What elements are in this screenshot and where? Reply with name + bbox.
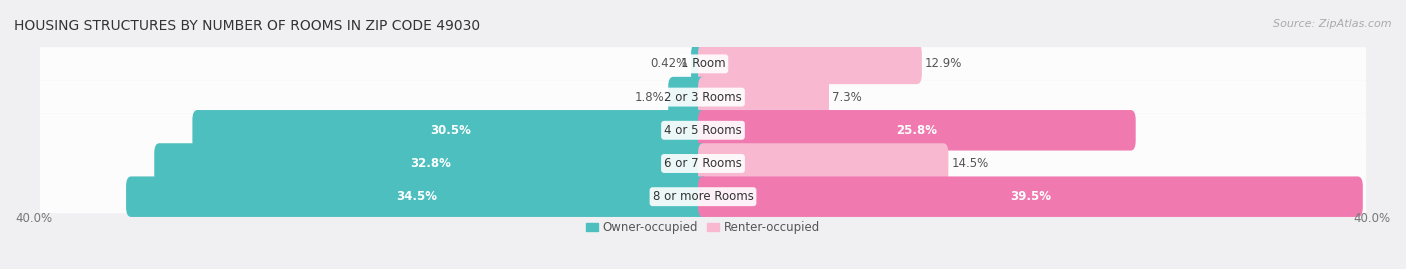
FancyBboxPatch shape (39, 80, 1367, 114)
Text: 2 or 3 Rooms: 2 or 3 Rooms (664, 91, 742, 104)
Text: HOUSING STRUCTURES BY NUMBER OF ROOMS IN ZIP CODE 49030: HOUSING STRUCTURES BY NUMBER OF ROOMS IN… (14, 19, 481, 33)
Text: 0.42%: 0.42% (651, 57, 688, 70)
FancyBboxPatch shape (155, 143, 709, 184)
Text: 1 Room: 1 Room (681, 57, 725, 70)
Text: 14.5%: 14.5% (952, 157, 988, 170)
FancyBboxPatch shape (697, 77, 830, 117)
FancyBboxPatch shape (39, 180, 1367, 213)
Text: 40.0%: 40.0% (15, 212, 52, 225)
FancyBboxPatch shape (697, 110, 1136, 151)
Text: 4 or 5 Rooms: 4 or 5 Rooms (664, 124, 742, 137)
Text: 8 or more Rooms: 8 or more Rooms (652, 190, 754, 203)
FancyBboxPatch shape (697, 176, 1362, 217)
Text: 30.5%: 30.5% (430, 124, 471, 137)
Text: 34.5%: 34.5% (396, 190, 437, 203)
FancyBboxPatch shape (193, 110, 709, 151)
FancyBboxPatch shape (39, 47, 1367, 80)
Text: 32.8%: 32.8% (411, 157, 451, 170)
Text: 7.3%: 7.3% (832, 91, 862, 104)
Text: 40.0%: 40.0% (1354, 212, 1391, 225)
Legend: Owner-occupied, Renter-occupied: Owner-occupied, Renter-occupied (583, 219, 823, 237)
FancyBboxPatch shape (668, 77, 709, 117)
Text: 25.8%: 25.8% (897, 124, 938, 137)
FancyBboxPatch shape (127, 176, 709, 217)
FancyBboxPatch shape (692, 44, 709, 84)
FancyBboxPatch shape (39, 147, 1367, 180)
FancyBboxPatch shape (697, 44, 922, 84)
Text: 12.9%: 12.9% (925, 57, 963, 70)
Text: 6 or 7 Rooms: 6 or 7 Rooms (664, 157, 742, 170)
FancyBboxPatch shape (39, 114, 1367, 147)
Text: 1.8%: 1.8% (636, 91, 665, 104)
FancyBboxPatch shape (697, 143, 949, 184)
Text: 39.5%: 39.5% (1010, 190, 1050, 203)
Text: Source: ZipAtlas.com: Source: ZipAtlas.com (1274, 19, 1392, 29)
